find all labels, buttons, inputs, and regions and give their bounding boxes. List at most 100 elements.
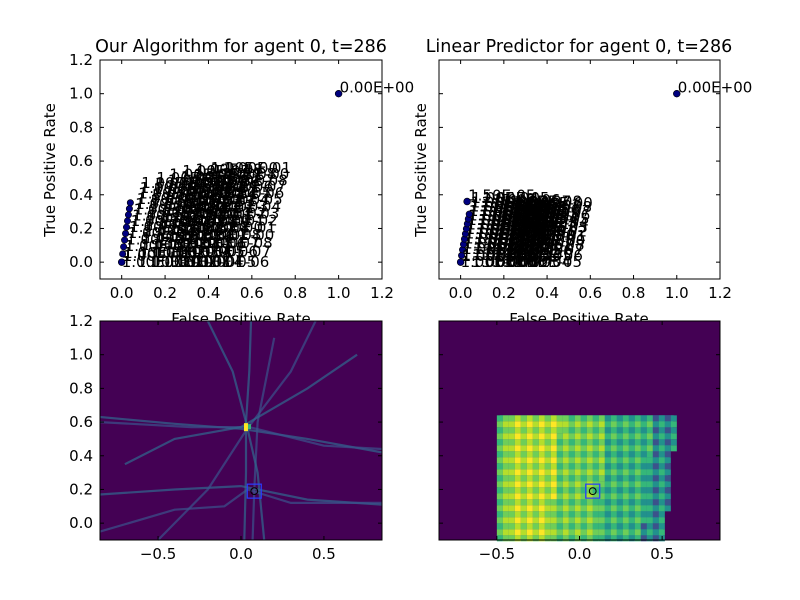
heatmap-cell bbox=[574, 421, 581, 428]
heatmap-cell bbox=[544, 469, 551, 476]
heatmap-cell bbox=[574, 469, 581, 476]
heatmap-cell bbox=[496, 451, 503, 458]
heatmap-cell bbox=[574, 523, 581, 530]
heatmap-cell bbox=[574, 463, 581, 470]
curve-point-label: 1.00E-08 bbox=[195, 161, 262, 179]
heatmap-cell bbox=[502, 445, 509, 452]
p1-title: Our Algorithm for agent 0, t=286 bbox=[95, 37, 387, 57]
curve-point-label: 1.00E-00 bbox=[196, 219, 263, 237]
heatmap-cell bbox=[598, 499, 605, 506]
heatmap-cell bbox=[556, 451, 563, 458]
curve-point-label: 1.00E-02 bbox=[138, 244, 205, 262]
heatmap-cell bbox=[628, 475, 635, 482]
heatmap-cell bbox=[526, 463, 533, 470]
heatmap-cell bbox=[568, 487, 575, 494]
heatmap-cell bbox=[640, 499, 647, 506]
curve-point-label: 1.00E-02 bbox=[482, 253, 549, 271]
heatmap-cell bbox=[622, 535, 629, 542]
heatmap-cell bbox=[508, 493, 515, 500]
heatmap-cell bbox=[628, 499, 635, 506]
curve-point-label: 1.00E-03 bbox=[212, 204, 279, 222]
heatmap-cell bbox=[508, 487, 515, 494]
roc-point bbox=[119, 250, 127, 258]
heatmap-cell bbox=[556, 457, 563, 464]
heatmap-cell bbox=[514, 475, 521, 482]
point-annotation: 0.00E+00 bbox=[340, 79, 415, 97]
heatmap-cell bbox=[586, 439, 593, 446]
heatmap-cell bbox=[568, 421, 575, 428]
heatmap-cell bbox=[514, 439, 521, 446]
density-hotspot bbox=[247, 424, 251, 430]
heatmap-cell bbox=[502, 433, 509, 440]
heatmap-cell bbox=[658, 469, 665, 476]
heatmap-cell bbox=[634, 439, 641, 446]
x-tick-label: 0.0 bbox=[229, 545, 253, 563]
curve-point-label: 1.00E-04 bbox=[155, 174, 222, 192]
curve-point-label: 1.00E-04 bbox=[494, 246, 561, 264]
heatmap-cell bbox=[526, 481, 533, 488]
heatmap-cell bbox=[622, 475, 629, 482]
heatmap-cell bbox=[568, 451, 575, 458]
heatmap-cell bbox=[610, 439, 617, 446]
heatmap-cell bbox=[616, 517, 623, 524]
curve-point-label: 1.00E-06 bbox=[466, 220, 533, 238]
heatmap-cell bbox=[664, 457, 671, 464]
heatmap-cell bbox=[580, 475, 587, 482]
heatmap-cell bbox=[598, 517, 605, 524]
heatmap-cell bbox=[562, 523, 569, 530]
heatmap-cell bbox=[550, 517, 557, 524]
heatmap-cell bbox=[616, 421, 623, 428]
heatmap-cell bbox=[628, 511, 635, 518]
heatmap-cell bbox=[580, 415, 587, 422]
heatmap-cell bbox=[496, 535, 503, 542]
heatmap-cell bbox=[520, 433, 527, 440]
heatmap-cell bbox=[562, 457, 569, 464]
heatmap-cell bbox=[538, 463, 545, 470]
curve-point-label: 1.00E-04 bbox=[521, 214, 588, 232]
curve-point-label: 1.00E-05 bbox=[512, 205, 579, 223]
heatmap-cell bbox=[610, 421, 617, 428]
curve-point-label: 1.00E-05 bbox=[156, 169, 223, 187]
heatmap-cell bbox=[538, 481, 545, 488]
heatmap-cell bbox=[580, 457, 587, 464]
roc-point bbox=[673, 89, 681, 98]
heatmap-cell bbox=[646, 517, 653, 524]
heatmap-cell bbox=[532, 517, 539, 524]
heatmap-cell bbox=[562, 475, 569, 482]
heatmap-cell bbox=[598, 445, 605, 452]
heatmap-cell bbox=[532, 451, 539, 458]
curve-point-label: 1.00E-04 bbox=[511, 209, 578, 227]
heatmap-cell bbox=[532, 469, 539, 476]
heatmap-cell bbox=[580, 523, 587, 530]
heatmap-cell bbox=[520, 493, 527, 500]
p2-ylabel: True Positive Rate bbox=[412, 103, 430, 238]
heatmap-cell bbox=[634, 475, 641, 482]
curve-point-label: 1.00E-08 bbox=[515, 193, 582, 211]
curve-point-label: 1.00E-02 bbox=[470, 198, 537, 216]
heatmap-cell bbox=[520, 451, 527, 458]
curve-point-label: 1.00E-06 bbox=[515, 246, 582, 264]
y-tick-label: 0.4 bbox=[69, 447, 93, 465]
heatmap-cell bbox=[634, 523, 641, 530]
heatmap-cell bbox=[622, 493, 629, 500]
curve-point-label: 1.00E-01 bbox=[209, 219, 276, 237]
heatmap-cell bbox=[610, 529, 617, 536]
heatmap-cell bbox=[538, 457, 545, 464]
heatmap-cell bbox=[652, 511, 659, 518]
roc-point bbox=[117, 258, 126, 266]
curve-point-label: 1.00E-05 bbox=[495, 241, 562, 259]
curve-point-label: 1.00E-08 bbox=[147, 203, 214, 221]
heatmap-cell bbox=[646, 439, 653, 446]
density-curve bbox=[206, 320, 266, 541]
heatmap-cell bbox=[520, 475, 527, 482]
heatmap-cell bbox=[610, 457, 617, 464]
y-tick-label: 0.0 bbox=[69, 514, 93, 532]
heatmap-cell bbox=[496, 529, 503, 536]
heatmap-cell bbox=[568, 493, 575, 500]
heatmap-cell bbox=[520, 523, 527, 530]
heatmap-cell bbox=[496, 445, 503, 452]
heatmap-cell bbox=[574, 535, 581, 542]
heatmap-cell bbox=[574, 517, 581, 524]
curve-point-label: 1.00E-03 bbox=[520, 218, 587, 236]
heatmap-cell bbox=[556, 427, 563, 434]
